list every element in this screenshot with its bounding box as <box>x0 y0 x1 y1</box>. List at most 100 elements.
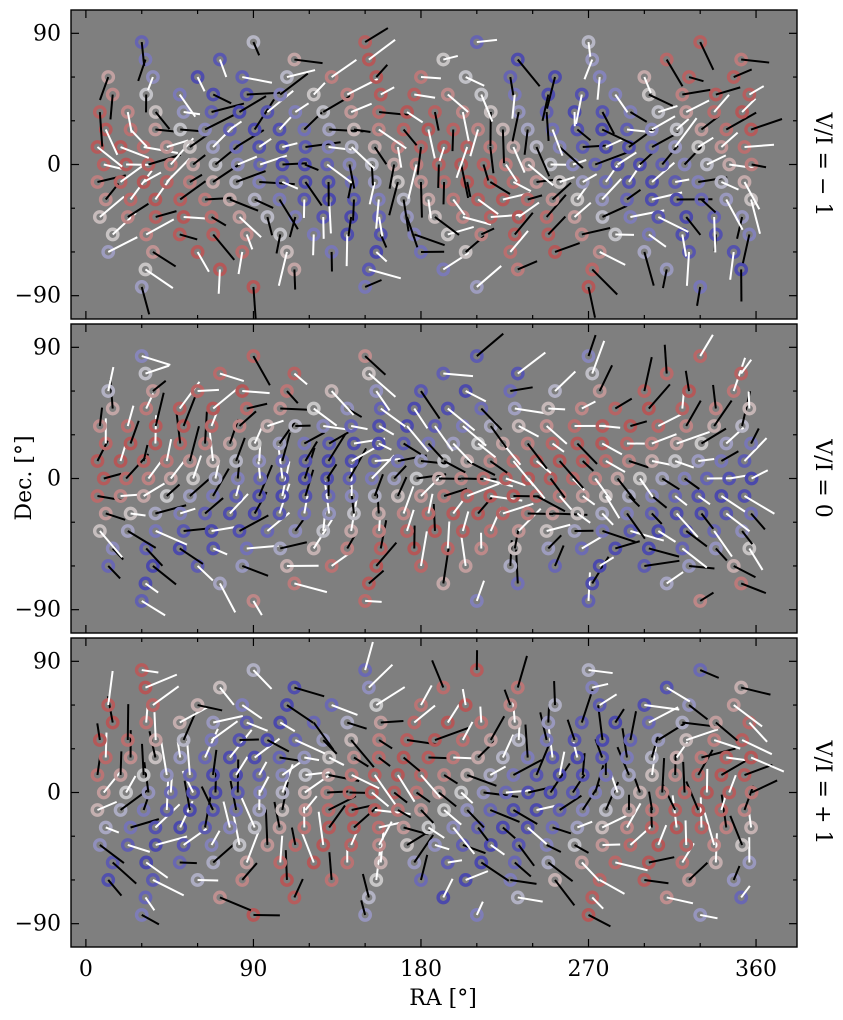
marker-ring <box>581 280 596 294</box>
marker-ring <box>529 140 544 154</box>
vector-line <box>554 879 576 907</box>
vector-line <box>665 59 684 87</box>
vector-line <box>443 774 459 785</box>
marker-ring <box>232 524 247 538</box>
vector-line <box>509 230 529 253</box>
vector-line <box>258 761 268 776</box>
vector-line <box>152 685 180 706</box>
y-tick-label: 0 <box>47 781 61 806</box>
marker-ring <box>440 401 455 416</box>
marker-ring <box>651 524 666 538</box>
marker-ring <box>669 750 684 765</box>
marker-ring <box>726 384 741 398</box>
marker-ring <box>735 105 749 119</box>
vector-line <box>576 820 593 829</box>
vector-line <box>671 795 678 828</box>
marker-ring <box>186 471 201 486</box>
marker-ring <box>222 750 237 765</box>
vector-line <box>281 461 291 497</box>
marker-ring <box>548 873 562 887</box>
marker-ring <box>595 210 610 224</box>
marker-ring <box>247 820 262 835</box>
marker-ring <box>172 541 187 556</box>
marker-ring <box>623 838 638 852</box>
vector-line <box>696 286 702 306</box>
marker-ring <box>474 87 489 102</box>
vector-line <box>489 765 507 776</box>
marker-ring <box>206 541 221 556</box>
marker-ring <box>707 419 722 433</box>
panel-label: V/I = − 1 <box>810 112 835 217</box>
vector-line <box>549 477 566 499</box>
vector-line <box>700 512 715 530</box>
marker-ring <box>598 454 613 468</box>
vector-line <box>626 128 658 134</box>
marker-ring <box>208 157 223 172</box>
marker-ring <box>260 419 275 433</box>
vector-line <box>489 715 506 741</box>
marker-ring <box>92 838 107 852</box>
vector-line <box>192 455 202 479</box>
vector-line <box>588 669 613 675</box>
vector-line <box>546 76 556 109</box>
marker-ring <box>608 855 623 870</box>
marker-ring <box>694 750 709 765</box>
marker-ring <box>495 436 510 451</box>
vector-line <box>213 715 244 724</box>
vector-line <box>599 251 626 266</box>
vector-line <box>535 146 551 177</box>
vector-line <box>183 215 207 220</box>
vector-line <box>527 163 554 187</box>
vector-line <box>703 812 716 846</box>
vector-line <box>415 791 431 803</box>
marker-ring <box>414 803 428 817</box>
vector-line <box>397 774 416 803</box>
vector-line <box>553 680 556 706</box>
vector-line <box>447 225 474 236</box>
marker-ring <box>409 785 424 800</box>
marker-ring <box>708 541 723 556</box>
marker-ring <box>148 419 163 433</box>
vector-line <box>516 58 541 87</box>
vector-line <box>581 227 611 236</box>
vector-line <box>644 878 669 885</box>
marker-ring <box>644 122 659 137</box>
vector-line <box>733 565 756 579</box>
marker-ring <box>620 820 634 835</box>
vector-line <box>129 128 148 148</box>
vector-line <box>599 693 618 706</box>
vector-line <box>380 86 395 96</box>
vector-line <box>196 76 206 92</box>
marker-ring <box>719 122 734 137</box>
vector-line <box>375 199 380 229</box>
vector-line <box>663 344 668 374</box>
vector-line <box>651 433 677 445</box>
marker-ring <box>371 750 386 765</box>
marker-ring <box>113 140 128 154</box>
vector-line <box>370 164 374 186</box>
marker-ring <box>324 70 339 84</box>
vector-line <box>431 659 445 688</box>
vector-line <box>509 76 515 96</box>
vector-line <box>657 216 689 233</box>
marker-ring <box>574 715 589 730</box>
marker-ring <box>297 785 312 800</box>
marker-ring <box>159 175 174 189</box>
vector-line <box>602 204 628 218</box>
marker-ring <box>471 122 485 137</box>
marker-ring <box>744 506 758 521</box>
vector-line <box>145 218 175 236</box>
vector-line <box>546 523 571 532</box>
vector-line <box>465 390 487 403</box>
marker-ring <box>273 541 288 556</box>
vector-line <box>107 366 115 392</box>
vector-line <box>503 689 512 706</box>
vector-line <box>378 425 395 436</box>
marker-ring <box>719 506 734 521</box>
vector-line <box>725 111 757 131</box>
vector-line <box>683 142 706 166</box>
vector-line <box>239 738 259 742</box>
marker-ring <box>682 873 696 887</box>
vector-line <box>153 712 157 741</box>
marker-ring <box>437 803 451 817</box>
